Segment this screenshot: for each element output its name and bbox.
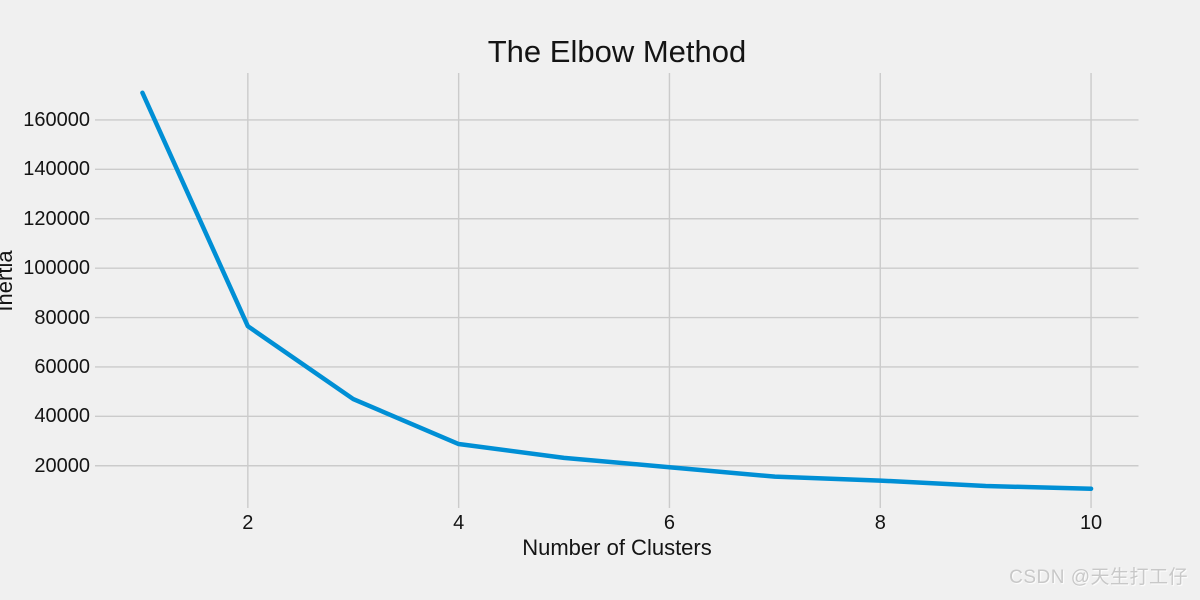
y-tick-label: 120000	[23, 207, 90, 230]
y-tick-label: 80000	[34, 306, 90, 329]
chart-title: The Elbow Method	[487, 34, 747, 69]
y-tick-label: 100000	[23, 257, 90, 280]
y-tick-label: 160000	[23, 108, 90, 131]
inertia-line-series	[140, 90, 1094, 491]
y-tick-label: 40000	[34, 405, 90, 428]
x-tick-label: 10	[1079, 512, 1103, 534]
watermark: CSDN @天生打工仔	[1009, 567, 1188, 588]
x-tick-label: 2	[242, 512, 254, 534]
y-tick-label: 20000	[34, 454, 90, 477]
x-tick-label: 4	[453, 512, 465, 534]
x-tick-label: 6	[663, 512, 675, 534]
x-tick-label: 8	[874, 512, 886, 534]
y-tick-label: 140000	[23, 158, 90, 181]
y-tick-label: 60000	[34, 355, 90, 378]
x-axis-label: Number of Clusters	[522, 535, 712, 560]
